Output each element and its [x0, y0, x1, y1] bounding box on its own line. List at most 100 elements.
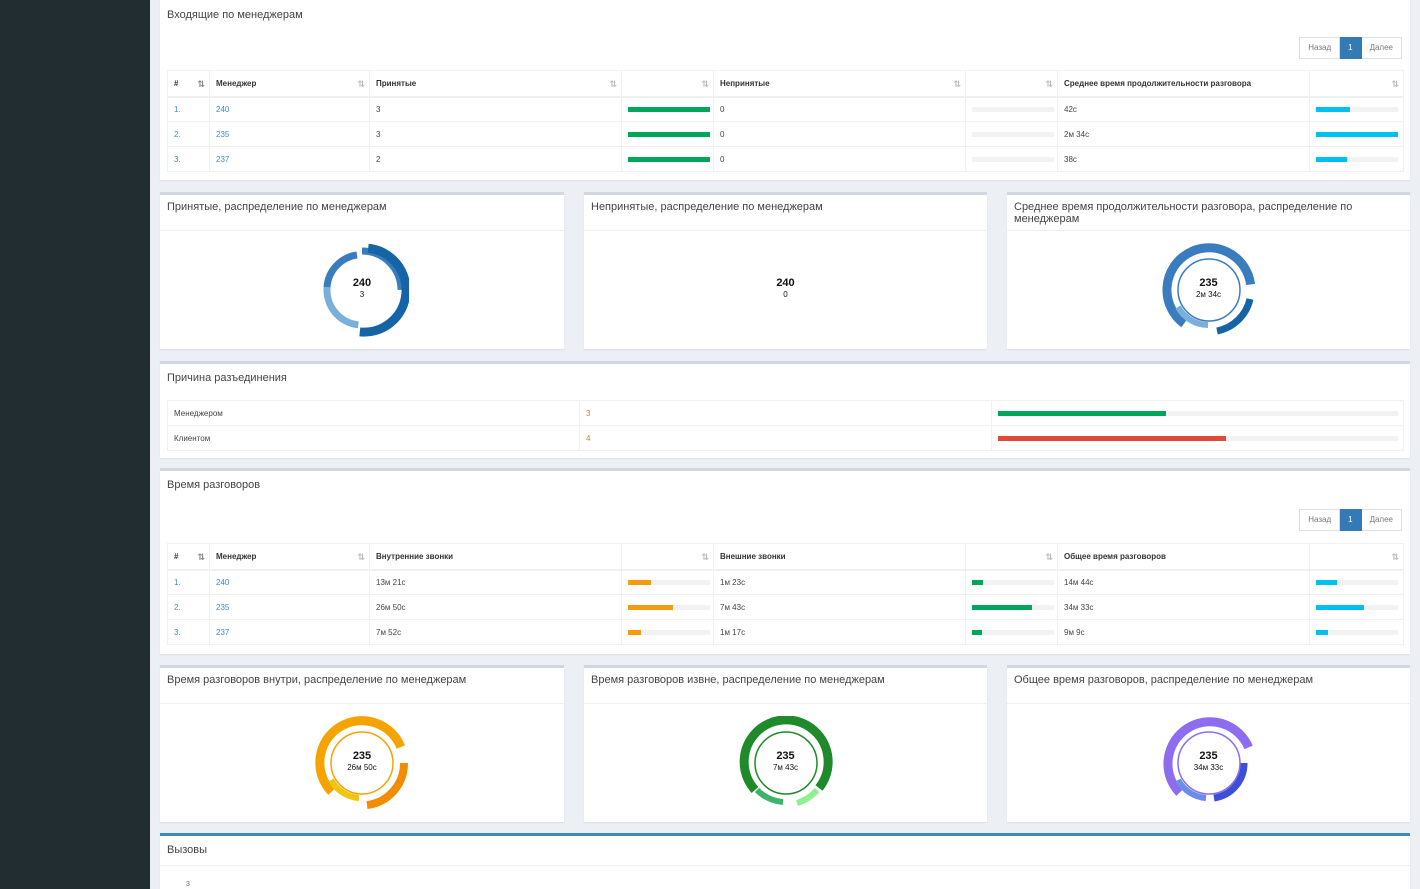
reasons-table: Менеджером 3 Клиентом 4 — [167, 400, 1404, 451]
col-manager[interactable]: Менеджер ⇅ — [209, 70, 370, 98]
progress-bar — [972, 156, 1054, 162]
progress-bar — [1316, 629, 1398, 635]
col-rejected[interactable]: Непринятые ⇅ — [713, 70, 966, 98]
table-row: 3. 237 7м 52с 1м 17с 9м 9с — [167, 619, 1404, 645]
avg-bar-cell — [1309, 96, 1404, 122]
talk-title: Время разговоров — [167, 479, 261, 491]
page-1-button[interactable]: 1 — [1340, 37, 1362, 59]
donut-chart[interactable]: 235 2м 34с — [1161, 243, 1256, 337]
rejected-bar-cell — [965, 121, 1058, 147]
prev-button[interactable]: Назад — [1299, 509, 1341, 531]
table-row: Менеджером 3 — [167, 400, 1404, 426]
accepted-bar-cell — [621, 146, 714, 172]
total-bar-cell — [1309, 619, 1404, 645]
row-num: 2. — [167, 594, 210, 620]
col-internal[interactable]: Внутренние звонки — [369, 543, 622, 571]
incoming-pager: Назад 1 Далее — [1299, 37, 1402, 59]
manager-link[interactable]: 237 — [209, 146, 370, 172]
progress-bar — [972, 131, 1054, 137]
reason-bar-cell — [991, 400, 1404, 426]
col-num[interactable]: # ⇅ — [167, 543, 210, 571]
manager-link[interactable]: 237 — [209, 619, 370, 645]
avg-bar-cell — [1309, 121, 1404, 147]
progress-bar — [628, 629, 710, 635]
next-button[interactable]: Далее — [1361, 37, 1402, 59]
accepted-bar-cell — [621, 96, 714, 122]
table-row: 2. 235 26м 50с 7м 43с 34м 33с — [167, 594, 1404, 620]
calls-box: Вызовы 3 — [160, 833, 1410, 889]
accepted-cell: 3 — [369, 121, 622, 147]
donut-chart[interactable]: 240 3 — [315, 243, 409, 337]
rejected-cell: 0 — [713, 121, 966, 147]
page-1-button[interactable]: 1 — [1340, 509, 1362, 531]
row-num: 2. — [167, 121, 210, 147]
donut-chart[interactable]: 240 0 — [739, 243, 833, 337]
internal-bar-cell — [621, 594, 714, 620]
col-total[interactable]: Общее время разговоров — [1057, 543, 1310, 571]
table-row: Клиентом 4 — [167, 425, 1404, 451]
donut-chart[interactable]: 235 26м 50с — [315, 716, 409, 810]
donut-box-accepted: Принятые, распределение по менеджерам 24… — [160, 192, 564, 349]
table-row: 1. 240 3 0 42с — [167, 96, 1404, 122]
progress-bar — [972, 629, 1054, 635]
table-row: 3. 237 2 0 38с — [167, 146, 1404, 172]
donut-value: 34м 33с — [1193, 763, 1224, 772]
progress-bar — [972, 604, 1054, 610]
manager-link[interactable]: 240 — [209, 569, 370, 595]
donut-chart[interactable]: 235 34м 33с — [1162, 716, 1256, 810]
col-total-bar[interactable]: ⇅ — [1309, 543, 1404, 571]
col-internal-bar[interactable]: ⇅ — [621, 543, 714, 571]
external-cell: 7м 43с — [713, 594, 966, 620]
col-external-bar[interactable]: ⇅ — [965, 543, 1058, 571]
reason-value: 4 — [579, 425, 992, 451]
total-bar-cell — [1309, 594, 1404, 620]
external-bar-cell — [965, 569, 1058, 595]
col-avg[interactable]: Среднее время продолжительности разговор… — [1057, 70, 1310, 98]
donut-label: 235 — [352, 750, 372, 762]
external-cell: 1м 23с — [713, 569, 966, 595]
progress-bar — [628, 156, 710, 162]
total-cell: 34м 33с — [1057, 594, 1310, 620]
prev-button[interactable]: Назад — [1299, 37, 1341, 59]
row-num: 3. — [167, 619, 210, 645]
rejected-bar-cell — [965, 146, 1058, 172]
avg-cell: 2м 34с — [1057, 121, 1310, 147]
rejected-bar-cell — [965, 96, 1058, 122]
donut-title: Принятые, распределение по менеджерам — [160, 195, 564, 231]
donut-chart[interactable]: 235 7м 43с — [739, 716, 833, 810]
donut-title: Время разговоров внутри, распределение п… — [160, 668, 564, 704]
donut-value: 26м 50с — [347, 763, 377, 772]
col-avg-bar[interactable]: ⇅ — [1309, 70, 1404, 98]
manager-link[interactable]: 235 — [209, 594, 370, 620]
sidebar — [0, 0, 150, 889]
row-num: 1. — [167, 96, 210, 122]
internal-bar-cell — [621, 569, 714, 595]
progress-bar — [1316, 579, 1398, 585]
progress-bar — [1316, 131, 1398, 137]
col-accepted[interactable]: Принятые ⇅ — [369, 70, 622, 98]
progress-bar — [998, 435, 1398, 441]
avg-cell: 38с — [1057, 146, 1310, 172]
col-manager[interactable]: Менеджер ⇅ — [209, 543, 370, 571]
progress-bar — [628, 131, 710, 137]
progress-bar — [628, 604, 710, 610]
col-num[interactable]: # ⇅ — [167, 70, 210, 98]
donut-title: Среднее время продолжительности разговор… — [1007, 195, 1410, 231]
next-button[interactable]: Далее — [1361, 509, 1402, 531]
col-external[interactable]: Внешние звонки — [713, 543, 966, 571]
col-accepted-bar[interactable]: ⇅ — [621, 70, 714, 98]
donut-value: 3 — [359, 290, 365, 299]
table-row: 1. 240 13м 21с 1м 23с 14м 44с — [167, 569, 1404, 595]
donut-box-rejected: Непринятые, распределение по менеджерам … — [584, 192, 987, 349]
reasons-title: Причина разъединения — [167, 372, 287, 384]
talk-box: Время разговоров Назад 1 Далее # ⇅ Менедж… — [160, 468, 1410, 654]
calls-axis-tick: 3 — [186, 881, 190, 888]
avg-bar-cell — [1309, 146, 1404, 172]
manager-link[interactable]: 240 — [209, 96, 370, 122]
internal-bar-cell — [621, 619, 714, 645]
donut-box-external: Время разговоров извне, распределение по… — [584, 665, 987, 822]
manager-link[interactable]: 235 — [209, 121, 370, 147]
col-rejected-bar[interactable]: ⇅ — [965, 70, 1058, 98]
incoming-box: Входящие по менеджерам Назад 1 Далее # ⇅ … — [160, 0, 1410, 180]
donut-box-total: Общее время разговоров, распределение по… — [1007, 665, 1410, 822]
